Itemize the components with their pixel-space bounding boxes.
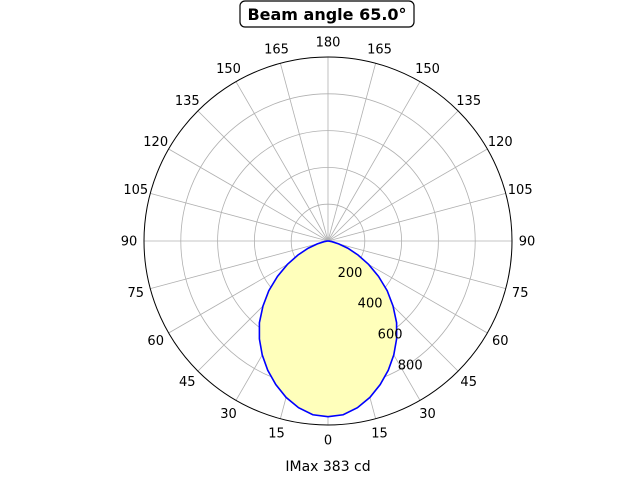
- angle-label-195: 165: [264, 42, 289, 57]
- angle-label-105: 105: [508, 183, 533, 198]
- angle-label-150: 150: [415, 62, 440, 77]
- grid-spoke-255: [150, 192, 329, 242]
- title-box: [239, 0, 415, 28]
- angle-label-135: 135: [456, 94, 481, 109]
- angle-label-0: 0: [324, 434, 332, 449]
- angle-label-90: 90: [519, 235, 536, 250]
- x-axis-label: IMax 383 cd: [285, 459, 370, 475]
- angle-label-45: 45: [460, 375, 477, 390]
- grid-spoke-135: [327, 110, 459, 242]
- angle-labels: 0 15 30 45 60 75 90 105 120 135 150 165 180 165 150 135…: [121, 36, 536, 449]
- angle-label-240: 120: [143, 135, 168, 150]
- intensity-curve: [258, 240, 398, 418]
- grid-spoke-165: [327, 63, 377, 242]
- grid-spoke-240: [168, 148, 329, 242]
- grid-spoke-225: [197, 110, 329, 242]
- angle-label-75: 75: [512, 286, 529, 301]
- angle-label-270: 90: [121, 235, 138, 250]
- angle-label-120: 120: [488, 135, 513, 150]
- angle-label-165: 165: [367, 42, 392, 57]
- grid-spoke-75: [327, 240, 506, 290]
- chart-title: Beam angle 65.0°: [239, 0, 415, 28]
- angle-label-210: 150: [216, 62, 241, 77]
- intensity-curve-group: [258, 240, 398, 418]
- angle-label-300: 60: [147, 334, 164, 349]
- radial-labels: 200 400 600 800: [338, 266, 423, 374]
- grid-spoke-150: [327, 81, 421, 242]
- radial-label-600: 600: [378, 328, 403, 343]
- angle-label-180: 180: [316, 36, 341, 51]
- radial-label-800: 800: [398, 359, 423, 374]
- angle-label-330: 30: [220, 407, 237, 422]
- angle-label-255: 105: [123, 183, 148, 198]
- title-text: Beam angle 65.0°: [247, 5, 406, 24]
- radial-label-200: 200: [338, 266, 363, 281]
- intensity-fill: [259, 241, 397, 417]
- outer-circle: [143, 56, 513, 426]
- grid-spoke-105: [327, 192, 506, 242]
- grid-spoke-285: [150, 240, 329, 290]
- angle-label-315: 45: [179, 375, 196, 390]
- angle-label-30: 30: [419, 407, 436, 422]
- grid-spoke-120: [327, 148, 488, 242]
- angle-label-345: 15: [268, 427, 285, 442]
- angle-label-225: 135: [175, 94, 200, 109]
- angle-label-15: 15: [371, 427, 388, 442]
- grid-spoke-195: [279, 63, 329, 242]
- angle-label-285: 75: [128, 286, 145, 301]
- angle-label-60: 60: [492, 334, 509, 349]
- radial-label-400: 400: [358, 297, 383, 312]
- grid-spoke-210: [235, 81, 329, 242]
